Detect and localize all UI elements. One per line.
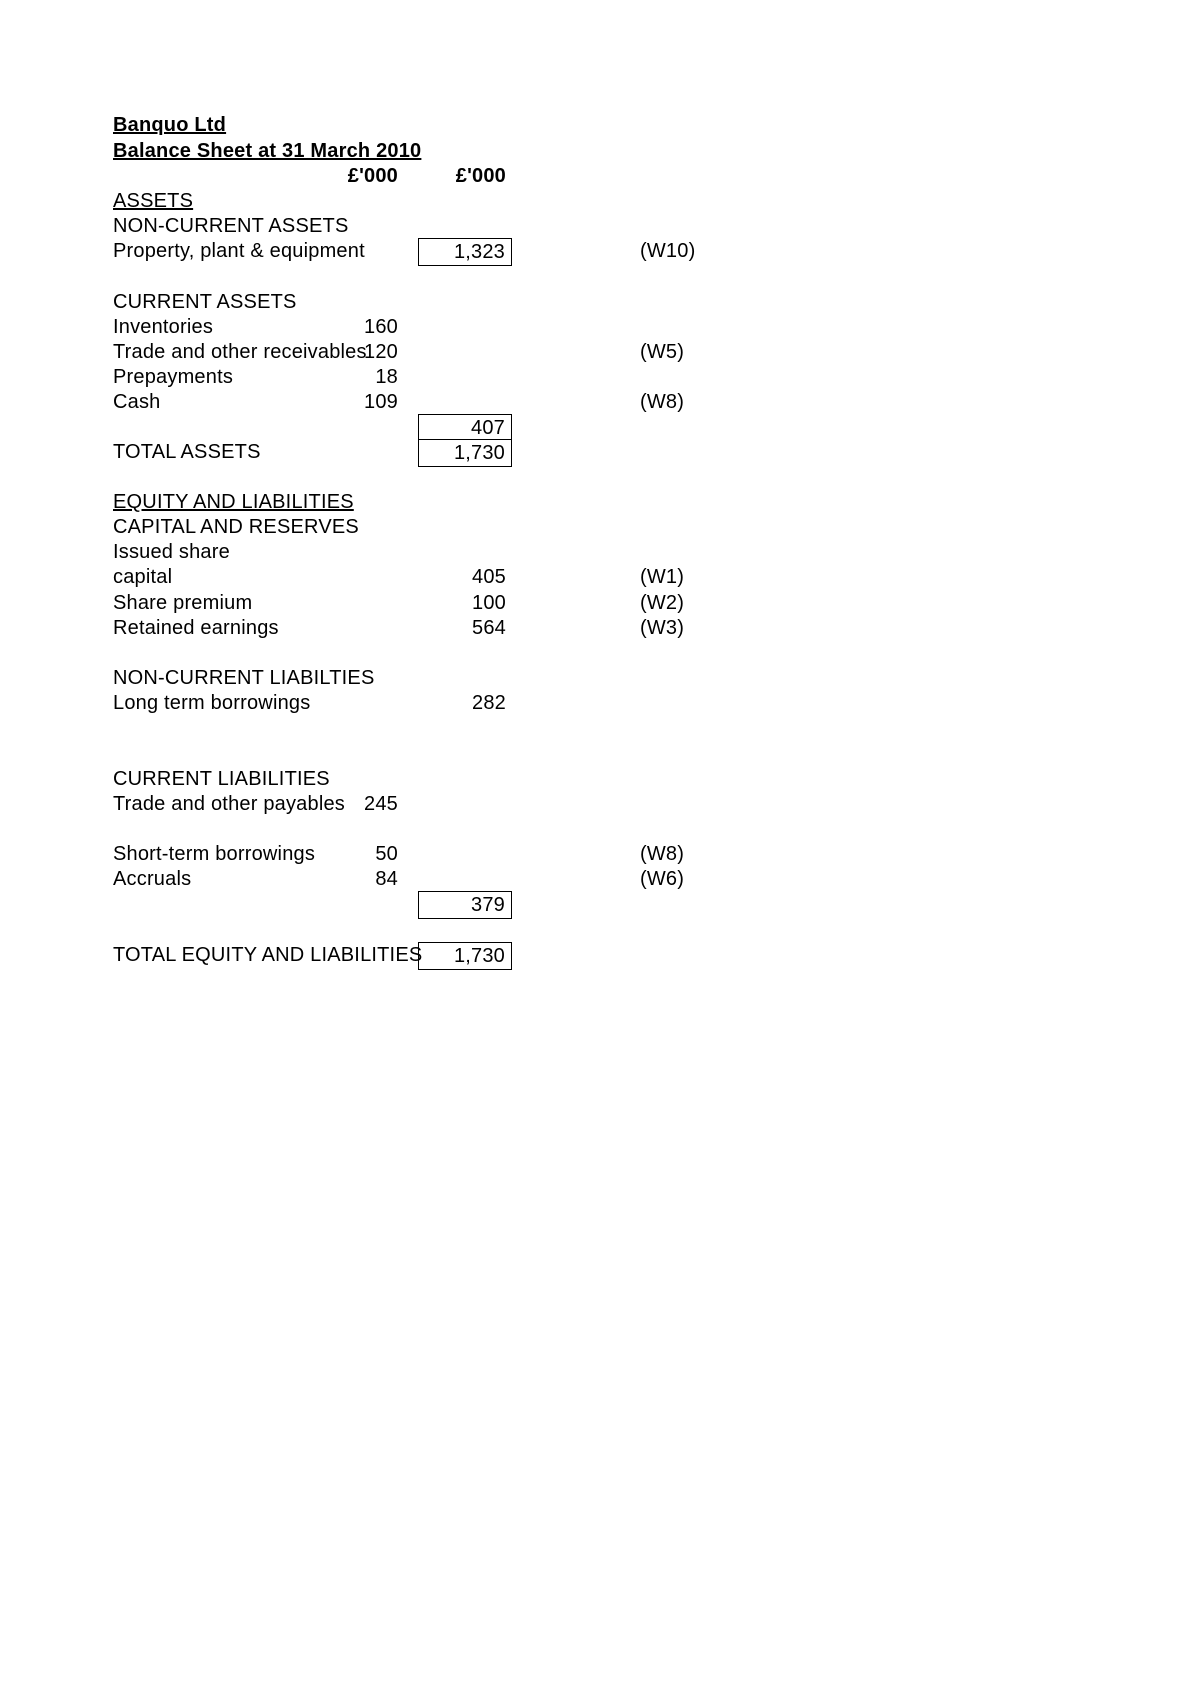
- row-label: TOTAL ASSETS: [113, 439, 261, 465]
- col2-value: 282: [418, 690, 512, 716]
- row-label: CURRENT ASSETS: [113, 289, 297, 315]
- working-ref: (W1): [640, 564, 720, 590]
- working-ref: (W8): [640, 841, 720, 867]
- row-label: Retained earnings: [113, 615, 279, 641]
- col1-value: 109: [344, 389, 398, 415]
- row-label: Trade and other payables: [113, 791, 345, 817]
- col1-value: 84: [344, 866, 398, 892]
- row-label: Share premium: [113, 590, 252, 616]
- row-label: Banquo Ltd: [113, 112, 226, 138]
- col2-value: 379: [418, 891, 512, 919]
- row-label: NON-CURRENT ASSETS: [113, 213, 349, 239]
- row-label: Accruals: [113, 866, 191, 892]
- col2-value: 405: [418, 564, 512, 590]
- balance-sheet-page: Banquo LtdBalance Sheet at 31 March 2010…: [0, 0, 1200, 1698]
- working-ref: (W3): [640, 615, 720, 641]
- col1-value: 18: [344, 364, 398, 390]
- row-label: Inventories: [113, 314, 213, 340]
- row-label: CURRENT LIABILITIES: [113, 766, 330, 792]
- working-ref: (W5): [640, 339, 720, 365]
- working-ref: (W8): [640, 389, 720, 415]
- row-label: Prepayments: [113, 364, 233, 390]
- working-ref: (W6): [640, 866, 720, 892]
- row-label: CAPITAL AND RESERVES: [113, 514, 359, 540]
- row-label: TOTAL EQUITY AND LIABILITIES: [113, 942, 422, 968]
- row-label: Property, plant & equipment: [113, 238, 365, 264]
- row-label: Short-term borrowings: [113, 841, 315, 867]
- row-label: ASSETS: [113, 188, 193, 214]
- col2-value: 1,730: [418, 942, 512, 970]
- col2-header: £'000: [418, 163, 512, 189]
- row-label: capital: [113, 564, 172, 590]
- col2-value: 1,730: [418, 439, 512, 467]
- row-label: Issued share: [113, 539, 230, 565]
- col1-header: £'000: [344, 163, 398, 189]
- col2-value: 564: [418, 615, 512, 641]
- row-label: NON-CURRENT LIABILTIES: [113, 665, 374, 691]
- col1-value: 120: [344, 339, 398, 365]
- row-label: Long term borrowings: [113, 690, 310, 716]
- col1-value: 245: [344, 791, 398, 817]
- col1-value: 50: [344, 841, 398, 867]
- working-ref: (W2): [640, 590, 720, 616]
- row-label: Cash: [113, 389, 161, 415]
- col2-value: 407: [418, 414, 512, 441]
- row-label: EQUITY AND LIABILITIES: [113, 489, 354, 515]
- working-ref: (W10): [640, 238, 720, 264]
- col2-value: 1,323: [418, 238, 512, 266]
- col2-value: 100: [418, 590, 512, 616]
- row-label: Balance Sheet at 31 March 2010: [113, 138, 421, 164]
- col1-value: 160: [344, 314, 398, 340]
- row-label: Trade and other receivables: [113, 339, 367, 365]
